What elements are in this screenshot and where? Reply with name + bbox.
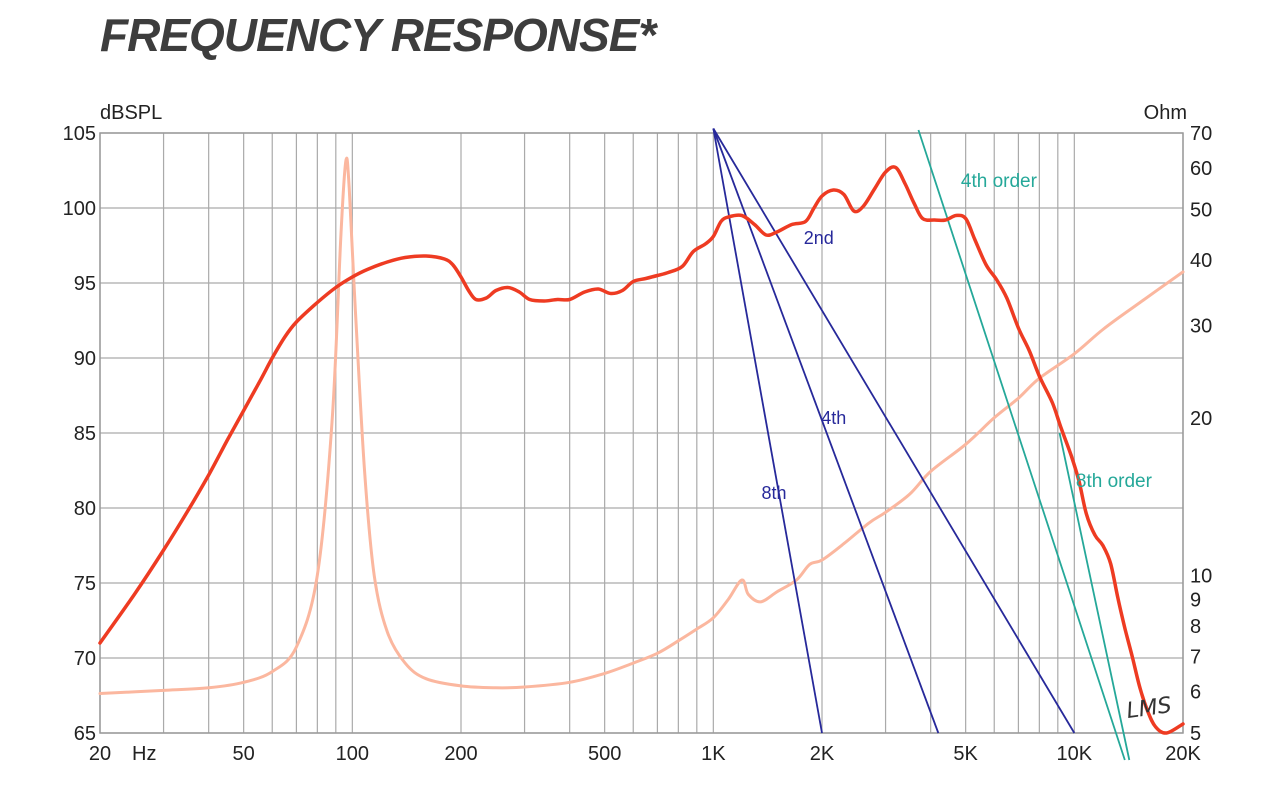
x-unit-label: Hz xyxy=(132,743,156,765)
lms-watermark: LMS xyxy=(1125,693,1173,724)
order-slope-line xyxy=(917,129,1126,761)
y-left-tick-label: 80 xyxy=(74,498,96,520)
y-right-tick-label: 5 xyxy=(1190,723,1201,745)
slope-annotation: 8th xyxy=(762,483,787,503)
x-tick-label: 200 xyxy=(444,743,477,765)
x-tick-label: 20 xyxy=(89,743,111,765)
slope-annotation: 2nd xyxy=(804,228,834,248)
y-left-tick-label: 85 xyxy=(74,423,96,445)
y-right-tick-label: 10 xyxy=(1190,565,1212,587)
axes: 20 50 100 200 500 1K 2K 5K 10K 20KHz6570758085909… xyxy=(63,102,1213,765)
y-left-tick-label: 90 xyxy=(74,348,96,370)
y-left-tick-label: 100 xyxy=(63,198,96,220)
y-right-tick-label: 50 xyxy=(1190,199,1212,221)
slope-line xyxy=(712,128,823,734)
y-left-tick-label: 105 xyxy=(63,123,96,145)
x-tick-label: 100 xyxy=(336,743,369,765)
y-right-tick-label: 8 xyxy=(1190,616,1201,638)
slope-annotation: 4th order xyxy=(961,171,1038,192)
y-right-tick-label: 6 xyxy=(1190,682,1201,704)
y-right-tick-label: 7 xyxy=(1190,647,1201,669)
y-right-tick-label: 30 xyxy=(1190,316,1212,338)
slope-annotation: 8th order xyxy=(1076,471,1153,492)
x-tick-label: 500 xyxy=(588,743,621,765)
y-left-tick-label: 70 xyxy=(74,648,96,670)
y-left-tick-label: 65 xyxy=(74,723,96,745)
plot-border xyxy=(99,132,1184,734)
x-tick-label: 2K xyxy=(810,743,835,765)
y-right-tick-label: 70 xyxy=(1190,123,1212,145)
annotations: 2nd 4th 8th 4th order 8th order LMS xyxy=(762,171,1174,724)
x-tick-label: 1K xyxy=(701,743,726,765)
spl-curve xyxy=(98,165,1185,735)
y-right-tick-label: 40 xyxy=(1190,250,1212,272)
chart-title: FREQUENCY RESPONSE* xyxy=(100,9,656,61)
slope-line xyxy=(712,128,940,734)
y-left-tick-label: 75 xyxy=(74,573,96,595)
x-tick-label: 5K xyxy=(953,743,978,765)
x-tick-label: 10K xyxy=(1057,743,1093,765)
y-right-tick-label: 9 xyxy=(1190,589,1201,611)
x-tick-label: 50 xyxy=(233,743,255,765)
impedance-curve xyxy=(98,156,1185,695)
order-slope-line xyxy=(1058,432,1131,761)
y-right-tick-label: 20 xyxy=(1190,408,1212,430)
slope-line xyxy=(712,128,1076,734)
y-left-tick-label: 95 xyxy=(74,273,96,295)
slope-annotation: 4th xyxy=(821,408,846,428)
y-left-axis-label: dBSPL xyxy=(100,102,162,124)
y-right-axis-label: Ohm xyxy=(1144,102,1187,124)
plot-lines xyxy=(98,128,1185,761)
y-right-tick-label: 60 xyxy=(1190,158,1212,180)
x-tick-label: 20K xyxy=(1165,743,1201,765)
